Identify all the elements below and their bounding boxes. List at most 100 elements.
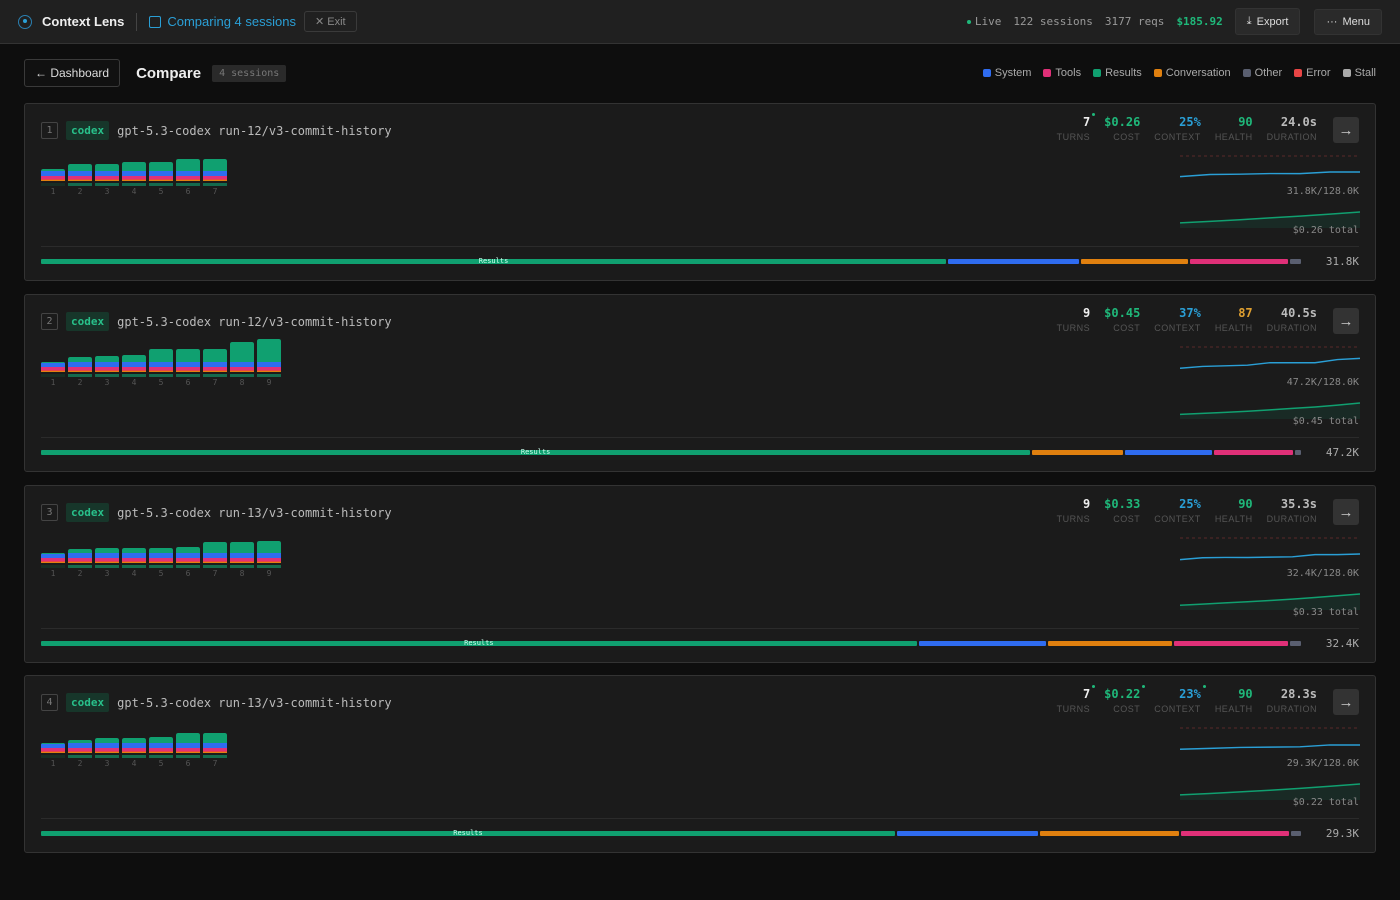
- bar-segment-conversation: [149, 370, 173, 372]
- composition-segment-other[interactable]: [1289, 259, 1301, 264]
- turn-bar[interactable]: [95, 548, 119, 563]
- bar-segment-results: [95, 163, 119, 172]
- bar-segment-error: [95, 178, 119, 180]
- turn-bar[interactable]: [95, 163, 119, 181]
- turn-bar[interactable]: [68, 357, 92, 372]
- bar-segment-system: [257, 553, 281, 558]
- composition-segment-other[interactable]: [1294, 450, 1301, 455]
- open-session-button[interactable]: →: [1333, 689, 1359, 715]
- context-line: [1180, 171, 1360, 178]
- metric-health: 90 HEALTH: [1215, 687, 1253, 714]
- session-name[interactable]: gpt-5.3-codex run-13/v3-commit-history: [117, 505, 392, 520]
- turn-bar[interactable]: [41, 361, 65, 372]
- turn-bar[interactable]: [149, 162, 173, 181]
- metric-turns-value: 9: [1082, 306, 1091, 320]
- bar-segment-tools: [176, 367, 200, 370]
- divider: [41, 437, 1359, 438]
- back-to-dashboard-button[interactable]: ← Dashboard: [24, 59, 121, 87]
- cost-line: [1180, 211, 1360, 224]
- composition-segment-results[interactable]: Results: [41, 258, 947, 265]
- turn-bar[interactable]: [176, 348, 200, 372]
- composition-segment-conversation[interactable]: [1040, 831, 1179, 836]
- composition-segment-results[interactable]: Results: [41, 640, 917, 647]
- turn-bar[interactable]: [257, 339, 281, 372]
- turn-bar[interactable]: [149, 547, 173, 563]
- turn-bar[interactable]: [176, 158, 200, 181]
- bar-segment-error: [257, 560, 281, 562]
- turn-bar[interactable]: [203, 732, 227, 753]
- composition-segment-system[interactable]: [918, 641, 1046, 646]
- turn-number: 1: [50, 187, 56, 196]
- bar-segment-tools: [176, 176, 200, 179]
- composition-segment-system[interactable]: [948, 259, 1079, 264]
- composition-segment-system[interactable]: [896, 831, 1039, 836]
- bar-segment-conversation: [122, 179, 146, 181]
- turn-bar[interactable]: [230, 542, 254, 563]
- turn-bar[interactable]: [95, 738, 119, 753]
- composition-segment-conversation[interactable]: [1032, 450, 1123, 455]
- composition-segment-tools[interactable]: [1213, 450, 1293, 455]
- composition-segment-system[interactable]: [1124, 450, 1212, 455]
- turn-number: 3: [104, 569, 110, 578]
- composition-segment-other[interactable]: [1289, 641, 1301, 646]
- turn-bar[interactable]: [230, 341, 254, 372]
- turn-bar[interactable]: [176, 732, 200, 753]
- turn-number: 8: [239, 569, 245, 578]
- turn-baseline: [203, 374, 227, 377]
- turn-bar[interactable]: [176, 546, 200, 563]
- session-name[interactable]: gpt-5.3-codex run-13/v3-commit-history: [117, 695, 392, 710]
- turn-bar[interactable]: [122, 354, 146, 372]
- session-name[interactable]: gpt-5.3-codex run-12/v3-commit-history: [117, 314, 392, 329]
- bar-segment-conversation: [203, 561, 227, 563]
- open-session-button[interactable]: →: [1333, 117, 1359, 143]
- bar-segment-system: [149, 743, 173, 748]
- session-name[interactable]: gpt-5.3-codex run-12/v3-commit-history: [117, 123, 392, 138]
- export-button[interactable]: ⤓ Export: [1234, 8, 1301, 35]
- composition-segment-tools[interactable]: [1180, 831, 1289, 836]
- bar-segment-tools: [41, 367, 65, 370]
- menu-button[interactable]: ··· Menu: [1314, 8, 1382, 35]
- metric-context: 37% CONTEXT: [1154, 306, 1201, 333]
- metric-context-value: 23%: [1179, 687, 1201, 701]
- metric-cost: $0.22 COST: [1104, 685, 1146, 714]
- turn-bar[interactable]: [203, 542, 227, 563]
- turn-bar[interactable]: [122, 162, 146, 181]
- turn-bar[interactable]: [149, 348, 173, 372]
- turn-bar[interactable]: [257, 540, 281, 563]
- turn-bar[interactable]: [95, 355, 119, 372]
- bar-segment-system: [95, 362, 119, 367]
- turn-bar[interactable]: [41, 169, 65, 181]
- turn-number: 4: [131, 759, 137, 768]
- turn-bar[interactable]: [68, 740, 92, 753]
- turn-bar[interactable]: [122, 548, 146, 563]
- open-session-button[interactable]: →: [1333, 499, 1359, 525]
- open-session-button[interactable]: →: [1333, 308, 1359, 334]
- turn-bar[interactable]: [68, 549, 92, 563]
- composition-segment-results[interactable]: Results: [41, 449, 1031, 456]
- composition-segment-conversation[interactable]: [1080, 259, 1188, 264]
- exit-compare-button[interactable]: ✕ Exit: [303, 11, 357, 32]
- turn-baseline: [41, 755, 65, 758]
- turn-bar[interactable]: [122, 737, 146, 753]
- turn-bar[interactable]: [203, 348, 227, 372]
- composition-segment-conversation[interactable]: [1047, 641, 1173, 646]
- bar-segment-conversation: [68, 751, 92, 753]
- composition-segment-results[interactable]: Results: [41, 830, 895, 837]
- turn-bar[interactable]: [41, 742, 65, 753]
- composition-segment-other[interactable]: [1290, 831, 1301, 836]
- bar-segment-results: [176, 348, 200, 363]
- turn-baseline: [41, 183, 65, 186]
- composition-segment-tools[interactable]: [1189, 259, 1288, 264]
- comparing-indicator[interactable]: Comparing 4 sessions: [149, 14, 296, 29]
- bar-segment-system: [95, 553, 119, 558]
- session-card: 3 codex gpt-5.3-codex run-13/v3-commit-his…: [24, 485, 1376, 663]
- turn-bar[interactable]: [41, 553, 65, 563]
- composition-total: 31.8K: [1325, 255, 1359, 268]
- turn-bar[interactable]: [68, 164, 92, 181]
- metric-context-value: 25%: [1179, 497, 1201, 511]
- turn-number: 6: [185, 187, 191, 196]
- turn-bar[interactable]: [149, 736, 173, 753]
- composition-segment-tools[interactable]: [1174, 641, 1288, 646]
- turn-number: 6: [185, 759, 191, 768]
- turn-bar[interactable]: [203, 158, 227, 181]
